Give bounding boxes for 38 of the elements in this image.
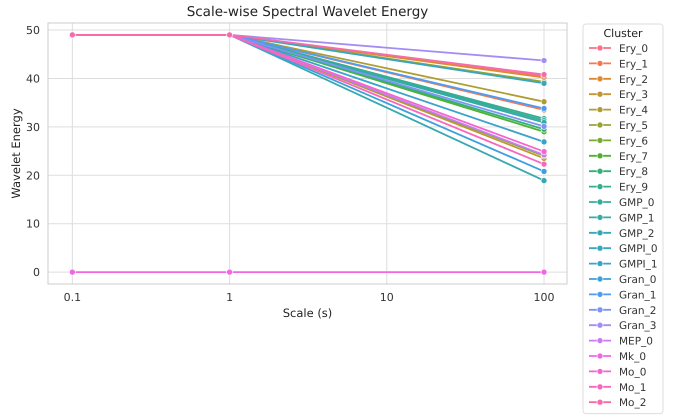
x-axis-title: Scale (s) [282, 306, 332, 320]
legend-label: Mo_2 [619, 397, 646, 410]
legend-label: Ery_8 [619, 166, 648, 178]
y-tick-label: 0 [33, 266, 40, 280]
legend-label: Mo_0 [619, 366, 646, 378]
y-tick-label: 40 [26, 72, 40, 86]
y-tick-label: 20 [26, 169, 40, 182]
y-axis-title: Wavelet Energy [9, 108, 23, 199]
legend-label: Ery_9 [619, 182, 648, 194]
legend-label: Gran_0 [619, 274, 656, 286]
legend-label: Ery_2 [619, 74, 648, 86]
legend-label: Ery_4 [619, 104, 648, 117]
legend-label: GMPI_0 [619, 243, 658, 256]
legend-label: Ery_3 [619, 89, 648, 102]
legend-title: Cluster [603, 27, 643, 40]
legend-label: Ery_6 [619, 135, 648, 148]
legend-label: MEP_0 [619, 336, 653, 348]
y-tick-label: 30 [26, 120, 40, 134]
legend-label: Gran_3 [619, 320, 656, 332]
chart-title: Scale-wise Spectral Wavelet Energy [186, 4, 428, 20]
x-tick-label: 100 [534, 291, 555, 304]
legend-label: Ery_1 [619, 58, 648, 70]
y-tick-label: 50 [26, 24, 40, 38]
legend-label: Ery_7 [619, 150, 648, 163]
legend-label: Ery_5 [619, 120, 648, 132]
legend-label: Gran_2 [619, 304, 656, 317]
legend-label: GMP_2 [619, 228, 654, 240]
legend-label: Gran_1 [619, 289, 656, 302]
y-tick-label: 10 [26, 218, 40, 231]
legend-label: GMP_0 [619, 197, 654, 209]
legend-label: Ery_0 [619, 43, 648, 55]
legend-label: GMP_1 [619, 212, 654, 224]
x-tick-label: 1 [226, 291, 234, 304]
x-tick-label: 0.1 [64, 291, 82, 304]
legend-label: Mo_1 [619, 382, 646, 394]
legend-label: GMPI_1 [619, 258, 658, 271]
x-tick-label: 10 [380, 291, 394, 304]
legend-label: Mk_0 [619, 351, 646, 363]
